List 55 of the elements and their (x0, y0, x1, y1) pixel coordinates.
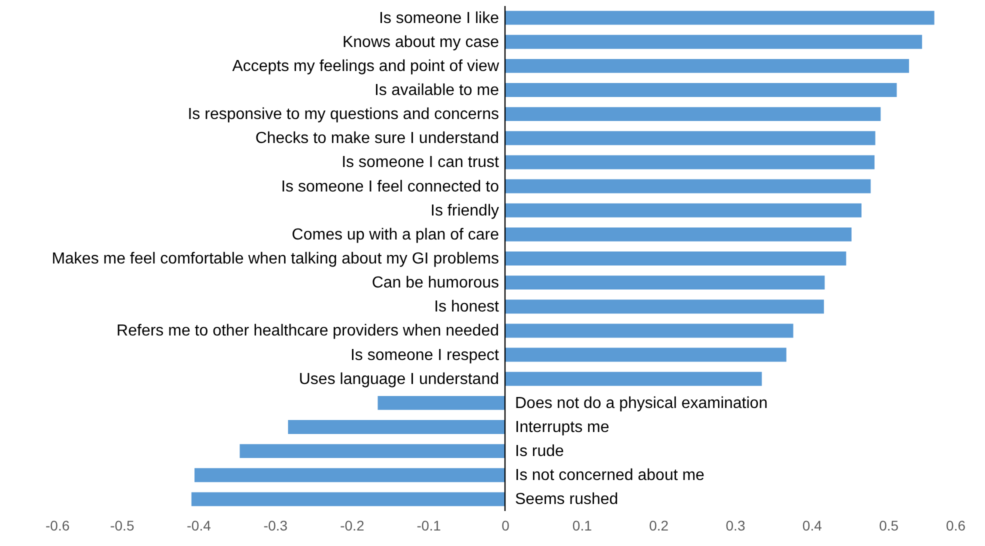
y-tick-label: Is someone I like (378, 10, 500, 27)
bar (505, 10, 934, 25)
bar (378, 396, 505, 410)
x-tick-label: 0.5 (879, 518, 899, 534)
bar (194, 468, 505, 482)
bar (240, 444, 505, 458)
bar (505, 83, 897, 97)
bar (505, 372, 762, 386)
x-tick-label: 0 (502, 518, 510, 534)
bar (505, 107, 881, 122)
bar (505, 155, 875, 170)
x-tick-label: 0.2 (649, 518, 669, 534)
y-tick-label: Does not do a physical examination (515, 394, 768, 412)
y-tick-label: Makes me feel comfortable when talking about my GI problems (52, 250, 499, 268)
x-tick-label: 0.6 (946, 518, 966, 534)
bar (505, 58, 910, 73)
bar (505, 227, 852, 242)
y-tick-label: Interrupts me (515, 418, 610, 436)
x-tick-label: -0.5 (110, 518, 134, 534)
x-tick-label: 0.1 (572, 518, 592, 534)
bar (505, 324, 794, 338)
bar (505, 276, 825, 290)
y-tick-label: Is someone I feel connected to (281, 178, 500, 196)
x-tick-label: 0.4 (802, 518, 822, 534)
bar (288, 420, 505, 434)
y-tick-label: Uses language I understand (298, 370, 499, 388)
y-tick-label: Is available to me (374, 82, 500, 100)
bar (505, 252, 846, 266)
bar (505, 34, 922, 49)
x-tick-label: -0.3 (263, 518, 288, 534)
y-tick-label: Is someone I respect (350, 346, 500, 364)
y-tick-label: Is honest (434, 298, 500, 316)
y-tick-label: Is rude (515, 443, 564, 460)
bar (505, 348, 786, 362)
y-tick-label: Knows about my case (342, 34, 500, 51)
bar (191, 492, 505, 506)
y-tick-label: Accepts my feelings and point of view (232, 58, 500, 75)
y-tick-label: Refers me to other healthcare providers when needed (116, 322, 499, 340)
bar (505, 300, 824, 314)
x-tick-label: -0.1 (416, 518, 442, 534)
y-tick-label: Is friendly (430, 202, 499, 220)
bar (505, 203, 862, 218)
y-tick-label: Seems rushed (515, 491, 618, 508)
y-tick-label: Can be humorous (372, 274, 499, 292)
y-tick-label: Comes up with a plan of care (292, 226, 500, 244)
x-tick-label: -0.2 (340, 518, 364, 534)
y-tick-label: Is someone I can trust (342, 154, 500, 172)
y-tick-label: Checks to make sure I understand (255, 130, 499, 148)
y-tick-label: Is responsive to my questions and concerns (188, 106, 499, 124)
y-tick-label: Is not concerned about me (515, 467, 705, 484)
x-tick-label: -0.6 (46, 518, 70, 534)
bar (505, 179, 871, 194)
bar (505, 131, 876, 146)
x-tick-label: 0.3 (726, 518, 746, 534)
x-tick-label: -0.4 (186, 518, 212, 534)
